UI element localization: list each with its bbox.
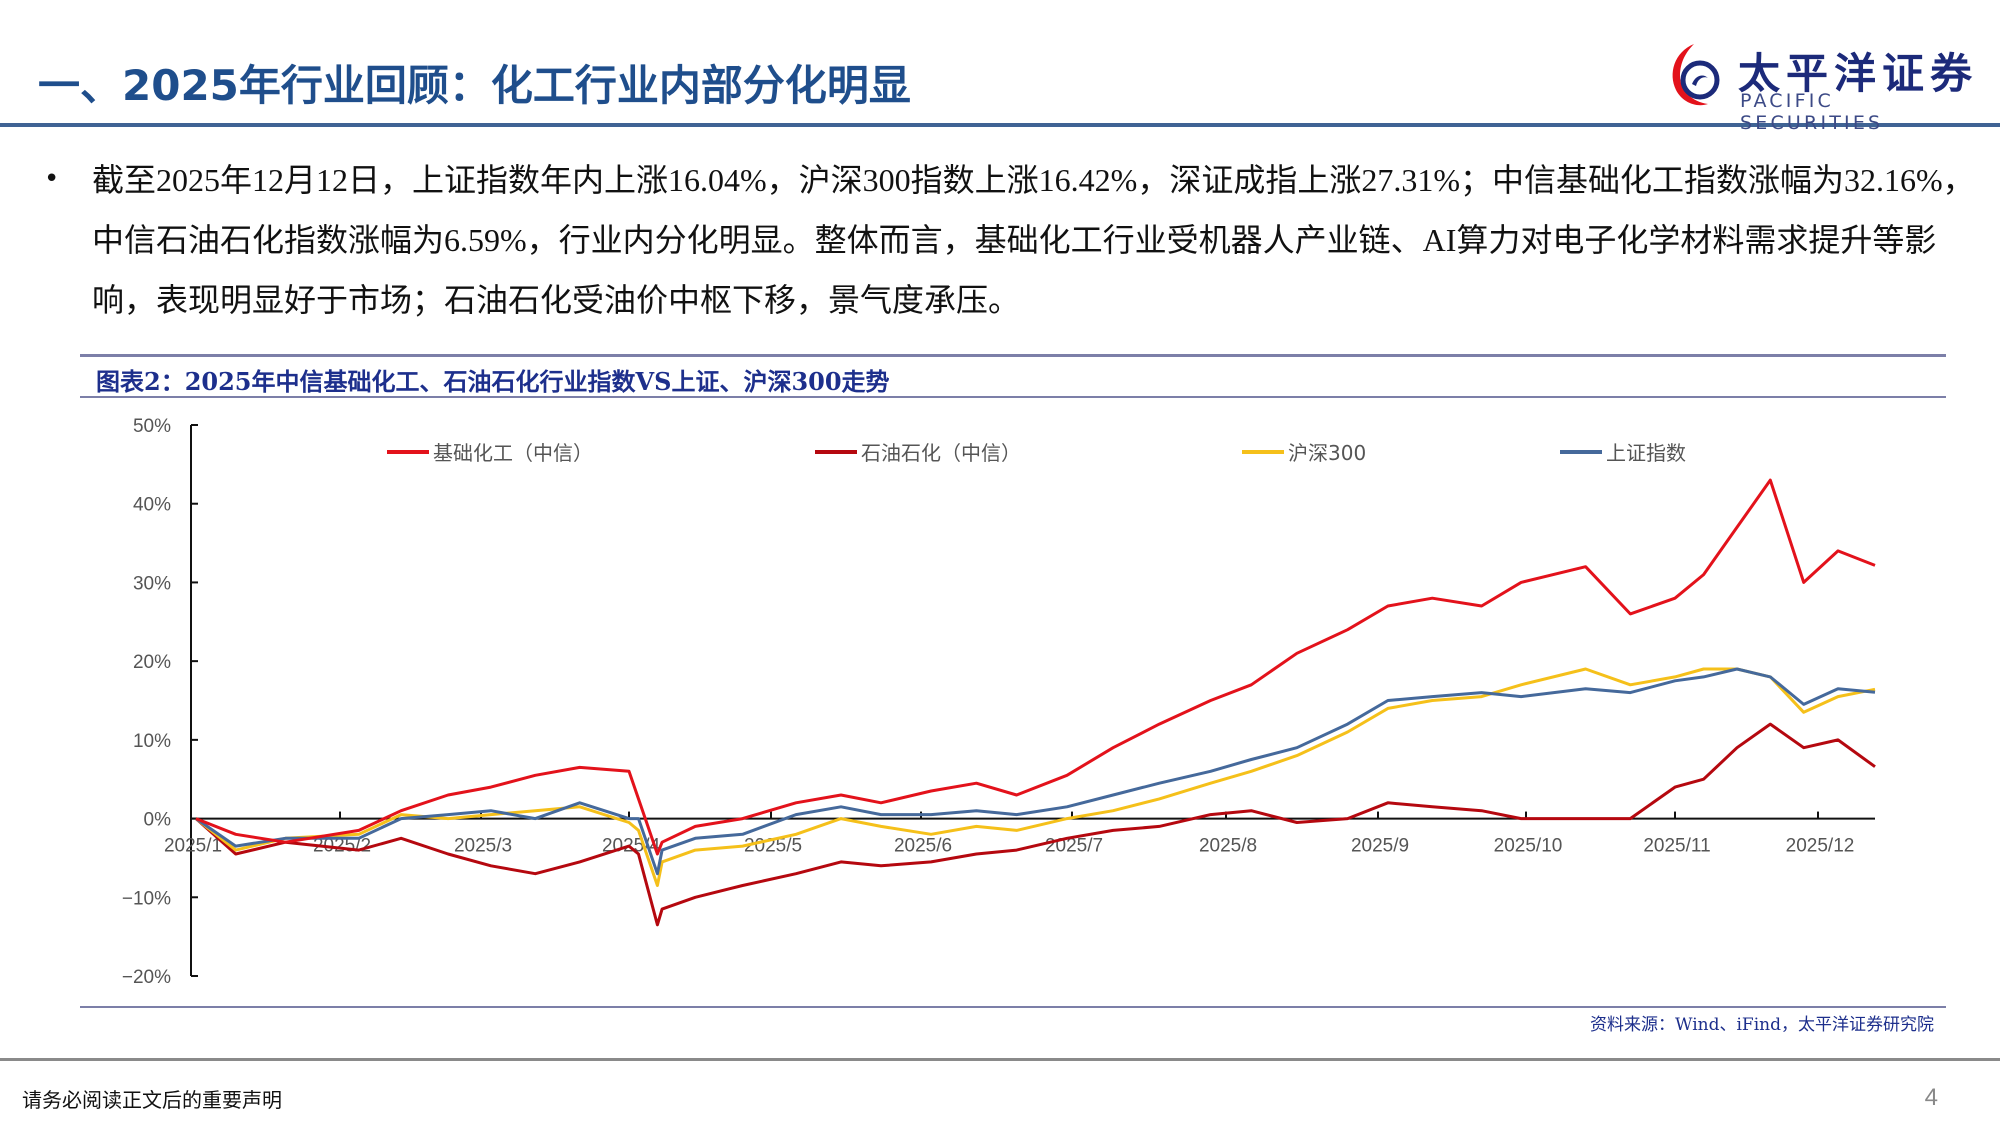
y-tick-label: 20% xyxy=(133,652,171,673)
bullet-icon: • xyxy=(44,164,60,194)
page-number: 4 xyxy=(1924,1084,1938,1111)
y-axis: 50% 40% 30% 20% 10% 0% −10% −20% xyxy=(122,416,198,988)
x-tick-label: 2025/7 xyxy=(1045,836,1103,857)
x-tick-label: 2025/8 xyxy=(1199,836,1257,857)
company-logo: 太平洋证券 PACIFIC SECURITIES xyxy=(1660,36,1980,134)
legend-label: 基础化工（中信） xyxy=(433,441,593,465)
disclaimer-note: 请务必阅读正文后的重要声明 xyxy=(22,1088,282,1112)
source-divider xyxy=(80,1006,1946,1008)
y-tick-label: −10% xyxy=(122,888,171,909)
x-tick-label: 2025/6 xyxy=(894,836,952,857)
logo-english-name: PACIFIC SECURITIES xyxy=(1740,90,1884,134)
y-tick-label: 30% xyxy=(133,573,171,594)
legend-label: 上证指数 xyxy=(1606,441,1686,465)
series-line xyxy=(195,667,1876,887)
footer-divider xyxy=(0,1058,2000,1061)
x-tick-label: 2025/5 xyxy=(744,836,802,857)
x-tick-label: 2025/11 xyxy=(1643,836,1710,857)
series-line xyxy=(195,722,1876,927)
series-line xyxy=(195,478,1876,856)
legend-label: 石油石化（中信） xyxy=(861,441,1021,465)
legend-label: 沪深300 xyxy=(1288,441,1366,465)
x-tick-label: 2025/3 xyxy=(454,836,512,857)
figure-title: 图表2：2025年中信基础化工、石油石化行业指数VS上证、沪深300走势 xyxy=(96,367,890,396)
x-tick-label: 2025/1 xyxy=(164,836,222,857)
y-tick-label: 10% xyxy=(133,731,171,752)
y-tick-label: 50% xyxy=(133,416,171,437)
figure-title-divider xyxy=(80,396,1946,398)
x-tick-label: 2025/12 xyxy=(1786,836,1855,857)
logo-chinese-name: 太平洋证券 xyxy=(1738,49,1979,98)
pacific-logo-icon xyxy=(1672,44,1720,106)
header-divider xyxy=(0,123,2000,127)
page-title: 一、2025年行业回顾：化工行业内部分化明显 xyxy=(38,61,911,110)
figure-top-divider xyxy=(80,354,1946,357)
y-tick-label: −20% xyxy=(122,967,171,988)
chart-legend: 基础化工（中信） 石油石化（中信） 沪深300 上证指数 xyxy=(387,441,1686,465)
y-tick-label: 0% xyxy=(144,810,172,831)
summary-text: 截至2025年12月12日，上证指数年内上涨16.04%，沪深300指数上涨16… xyxy=(92,162,1975,318)
series-lines xyxy=(195,478,1876,927)
series-line xyxy=(195,667,1876,876)
x-tick-label: 2025/9 xyxy=(1351,836,1409,857)
y-tick-label: 40% xyxy=(133,495,171,516)
data-source: 资料来源：Wind、iFind，太平洋证券研究院 xyxy=(1590,1015,1934,1035)
x-tick-label: 2025/10 xyxy=(1494,836,1563,857)
